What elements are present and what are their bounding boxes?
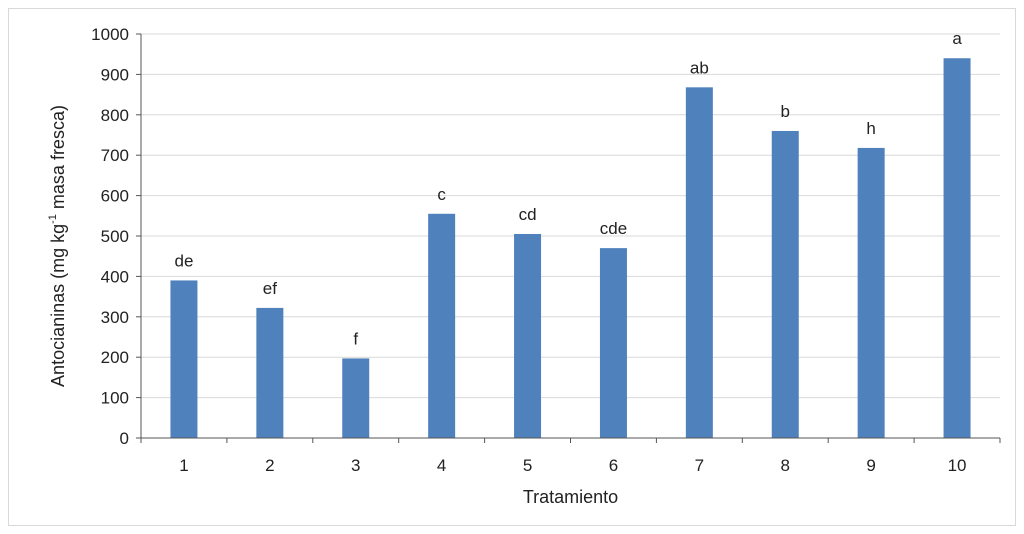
- y-axis-title-superscript: -1: [47, 214, 59, 224]
- data-label-9: h: [866, 119, 875, 138]
- y-tick-label: 100: [101, 389, 129, 408]
- bar-6: [599, 248, 627, 438]
- data-labels: de ef f c cd cde ab b h a: [174, 29, 962, 348]
- data-label-7: ab: [690, 58, 709, 77]
- data-label-2: ef: [263, 279, 277, 298]
- data-label-3: f: [353, 329, 358, 348]
- bar-8: [771, 130, 799, 438]
- x-tick-label-6: 6: [609, 456, 618, 475]
- y-tick-label: 200: [101, 348, 129, 367]
- y-tick-label: 500: [101, 227, 129, 246]
- x-tick-label-8: 8: [781, 456, 790, 475]
- bar-10: [943, 58, 971, 439]
- bar-9: [857, 147, 885, 439]
- y-axis-ticks: 0 100 200 300 400 500 600 700 800 900 1000: [91, 25, 141, 448]
- x-tick-label-4: 4: [437, 456, 446, 475]
- bar-1: [170, 280, 198, 438]
- data-label-8: b: [781, 102, 790, 121]
- x-tick-label-5: 5: [523, 456, 532, 475]
- bar-2: [256, 307, 284, 438]
- data-label-10: a: [952, 29, 962, 48]
- x-axis-title: Tratamiento: [523, 487, 618, 507]
- y-tick-label: 700: [101, 146, 129, 165]
- x-tick-label-3: 3: [351, 456, 360, 475]
- x-tick-label-7: 7: [695, 456, 704, 475]
- data-label-1: de: [174, 251, 193, 270]
- x-tick-label-10: 10: [948, 456, 967, 475]
- bar-4: [428, 213, 456, 438]
- y-tick-label: 0: [120, 429, 129, 448]
- bar-5: [514, 233, 542, 438]
- y-tick-label: 900: [101, 65, 129, 84]
- bars: [170, 58, 971, 439]
- y-axis-title-rest: masa fresca): [48, 105, 68, 214]
- x-tick-label-1: 1: [179, 456, 188, 475]
- y-tick-label: 600: [101, 187, 129, 206]
- x-axis-ticks: 1 2 3 4 5 6 7 8 9 10: [140, 438, 1001, 475]
- x-tick-label-9: 9: [866, 456, 875, 475]
- data-label-4: c: [437, 185, 446, 204]
- data-label-5: cd: [519, 205, 537, 224]
- gridlines: [141, 33, 1000, 399]
- y-axis-title-main: Antocianinas (mg kg: [48, 224, 68, 387]
- x-tick-label-2: 2: [265, 456, 274, 475]
- data-label-6: cde: [600, 219, 627, 238]
- y-axis-title: Antocianinas (mg kg-1 masa fresca): [47, 105, 68, 387]
- bar-3: [342, 358, 370, 438]
- y-tick-label: 800: [101, 106, 129, 125]
- y-tick-label: 300: [101, 308, 129, 327]
- y-tick-label: 1000: [91, 25, 129, 44]
- chart-frame: [8, 8, 1016, 526]
- y-tick-label: 400: [101, 267, 129, 286]
- bar-7: [685, 87, 713, 438]
